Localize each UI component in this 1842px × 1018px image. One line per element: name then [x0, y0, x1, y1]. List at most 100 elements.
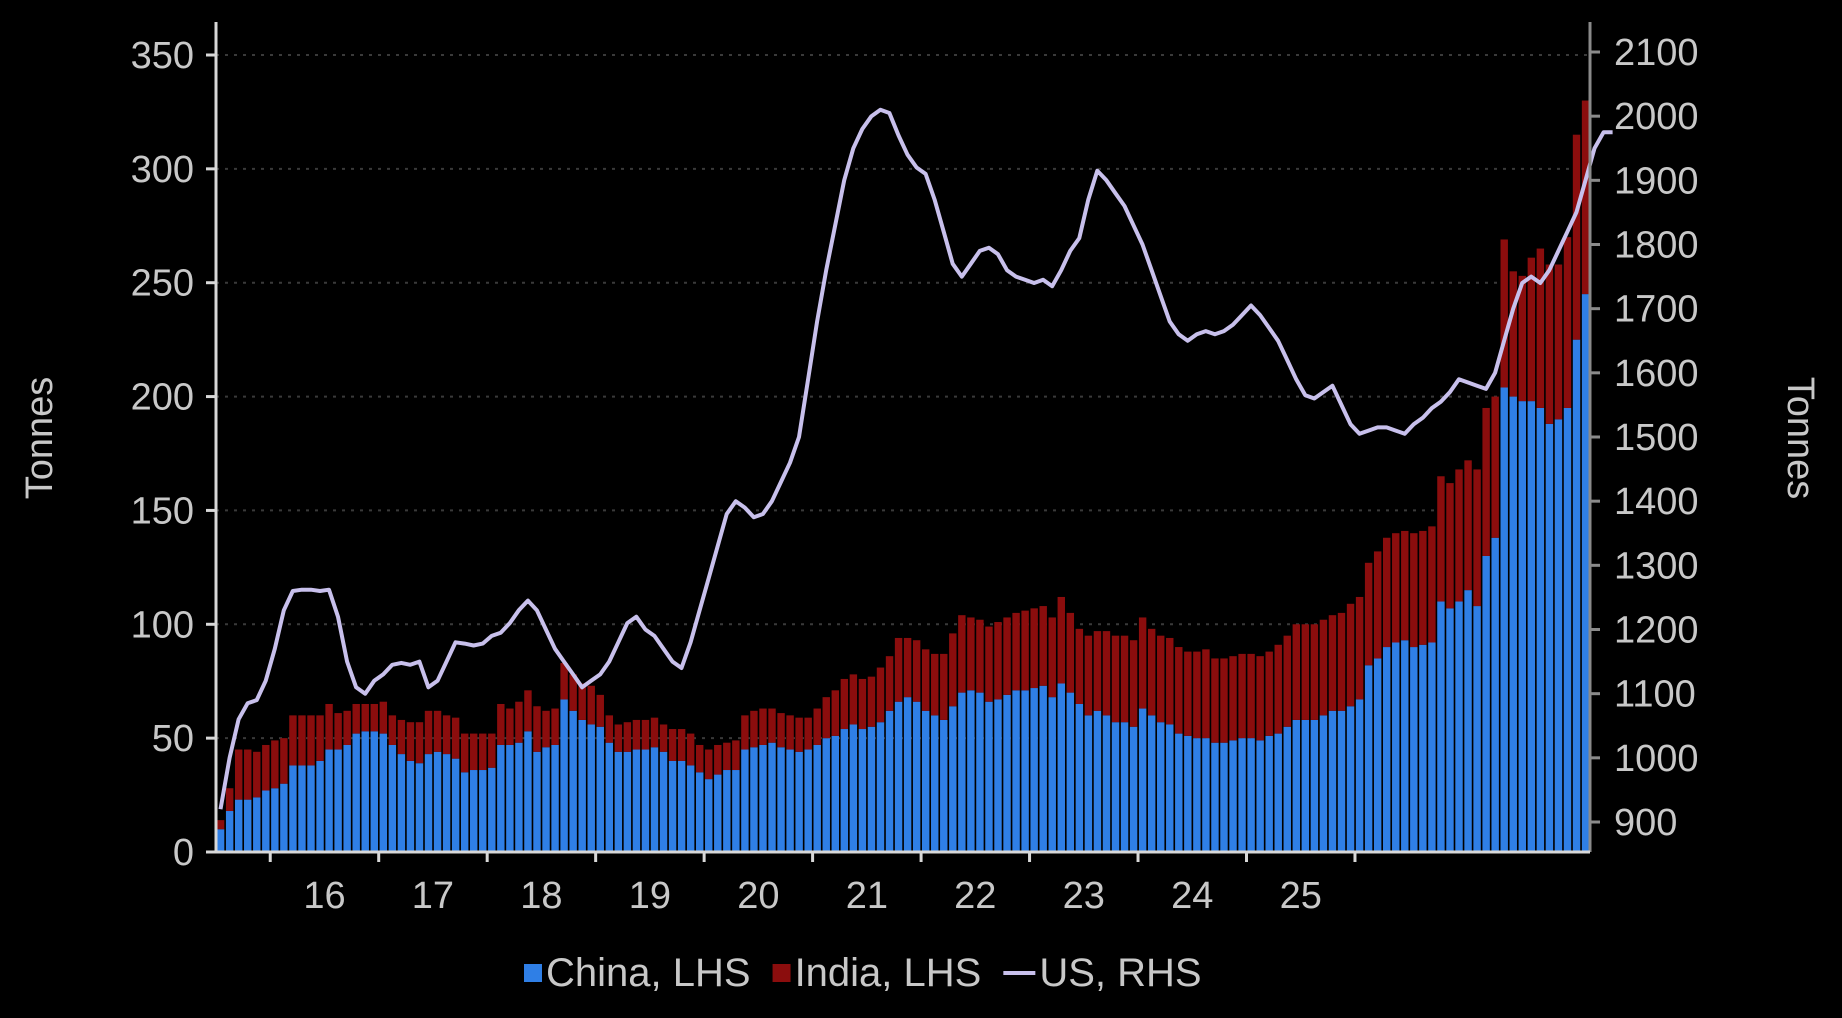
india-bar — [1346, 603, 1355, 707]
india-bar — [253, 751, 261, 798]
china-bar — [1030, 688, 1038, 852]
india-bar — [1337, 612, 1346, 711]
china-bar — [822, 738, 830, 852]
india-bar — [668, 729, 677, 761]
india-bar — [1527, 257, 1536, 402]
india-bar — [1012, 612, 1020, 691]
china-bar — [903, 697, 912, 852]
china-bar — [795, 751, 803, 852]
india-bar — [316, 715, 324, 761]
india-bar — [1048, 617, 1056, 698]
india-bar — [849, 674, 858, 725]
china-bar — [415, 763, 424, 852]
india-bar — [1120, 635, 1129, 723]
china-bar — [1211, 742, 1219, 852]
china-bar — [849, 724, 858, 852]
china-bar — [1066, 692, 1075, 852]
india-bar — [813, 708, 821, 745]
india-bar — [1428, 526, 1436, 643]
china-bar — [949, 706, 957, 852]
china-bar — [1554, 419, 1563, 852]
india-bar — [1093, 631, 1102, 711]
china-bar — [1518, 401, 1527, 852]
china-bar — [1346, 706, 1355, 852]
india-bar — [795, 717, 803, 752]
china-bar — [1012, 690, 1020, 852]
india-bar — [949, 633, 957, 707]
india-bar — [659, 724, 668, 752]
y-right-tick-label: 1400 — [1614, 481, 1699, 523]
china-bar — [876, 722, 885, 852]
india-bar — [1102, 631, 1111, 716]
china-bar — [1401, 640, 1409, 852]
x-tick-label: 24 — [1171, 875, 1213, 917]
india-bar — [406, 722, 415, 761]
china-bar — [695, 772, 704, 852]
india-bar — [244, 749, 252, 800]
india-bar — [985, 626, 993, 702]
china-bar — [1446, 608, 1454, 852]
china-bar — [1337, 710, 1346, 852]
china-bar — [1138, 708, 1147, 852]
india-bar — [695, 744, 704, 773]
india-bar — [1057, 596, 1065, 684]
china-bar — [470, 770, 478, 852]
china-bar — [1509, 396, 1517, 852]
x-tick-label: 23 — [1063, 875, 1105, 917]
india-bar — [876, 667, 885, 723]
india-bar — [903, 637, 912, 698]
china-bar — [1283, 726, 1291, 852]
y-left-tick-label: 200 — [131, 377, 194, 419]
axes: 0 50 100 150 200 250 300 350 900 1000 1100 1200 1300… — [131, 22, 1699, 917]
x-tick-label: 19 — [629, 875, 671, 917]
china-bar — [813, 744, 821, 852]
india-bar — [533, 706, 541, 752]
china-bar — [316, 760, 324, 852]
india-bar — [551, 708, 559, 745]
china-bar — [958, 692, 966, 852]
india-bar — [334, 713, 342, 750]
india-bar — [1129, 640, 1138, 727]
india-bar — [415, 722, 424, 764]
china-bar — [1039, 685, 1047, 852]
x-tick-label: 18 — [520, 875, 562, 917]
china-bar — [1229, 740, 1237, 852]
china-bar — [632, 749, 641, 852]
india-bar — [705, 749, 713, 780]
china-bar — [1364, 665, 1373, 852]
china-bar — [352, 733, 360, 852]
china-bar — [596, 726, 604, 852]
china-bar — [280, 783, 288, 852]
india-bar — [1238, 653, 1246, 739]
india-bar — [515, 701, 523, 743]
india-bar — [1536, 248, 1545, 408]
china-bar — [741, 749, 749, 852]
india-bar — [641, 719, 650, 750]
india-bar — [994, 622, 1002, 700]
india-bar — [424, 710, 433, 755]
india-bar — [1166, 637, 1174, 725]
india-bar — [578, 683, 586, 720]
x-tick-label: 21 — [846, 875, 888, 917]
china-bar — [1527, 401, 1536, 852]
china-bar — [1301, 719, 1310, 852]
india-bar — [831, 690, 840, 736]
china-bar — [686, 765, 695, 852]
india-bar — [1437, 476, 1445, 602]
india-bar — [1500, 239, 1508, 388]
india-bar — [596, 694, 604, 727]
china-bar — [1157, 722, 1165, 852]
china-bar — [361, 731, 369, 852]
india-bar — [470, 733, 478, 771]
legend-swatch — [772, 964, 791, 982]
china-bar — [1048, 697, 1056, 852]
china-bar — [515, 742, 523, 852]
y-left-tick-label: 150 — [131, 490, 194, 532]
india-bar — [623, 722, 632, 752]
china-bar — [1455, 601, 1463, 852]
india-bar — [451, 717, 460, 759]
india-bar — [885, 656, 894, 711]
india-bar — [605, 715, 614, 743]
y-right-tick-label: 2100 — [1614, 32, 1699, 74]
india-bar — [822, 697, 830, 739]
